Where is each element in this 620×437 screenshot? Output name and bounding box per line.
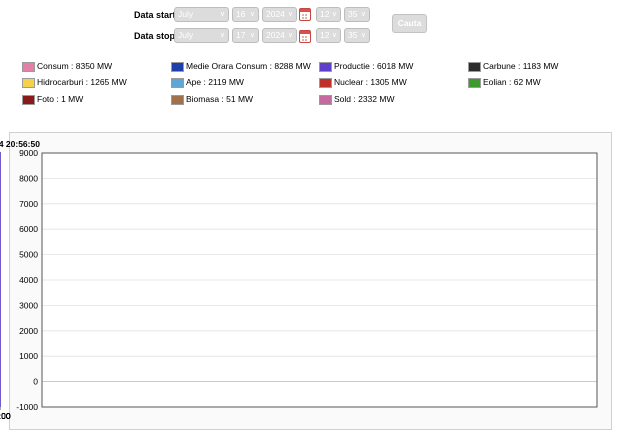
start-day-select[interactable]: 16 ∨ [232, 7, 259, 22]
legend-swatch [468, 78, 481, 88]
x-tick-label: 02:00 [0, 411, 11, 421]
stop-month-select[interactable]: July ∨ [174, 28, 229, 43]
legend-swatch [171, 95, 184, 105]
legend-swatch [171, 78, 184, 88]
start-minute-value: 35 [348, 9, 358, 19]
stop-month-value: July [178, 30, 194, 40]
chevron-down-icon: ∨ [287, 32, 293, 39]
x-tick-label: 14:00 [0, 411, 11, 421]
legend-label: Nuclear : 1305 MW [334, 77, 407, 87]
y-tick-label: 7000 [19, 199, 38, 209]
y-tick-label: 1000 [19, 351, 38, 361]
plot-border [41, 152, 598, 408]
start-month-value: July [178, 9, 194, 19]
y-tick-label: 2000 [19, 326, 38, 336]
stop-hour-select[interactable]: 12 ∨ [316, 28, 341, 43]
x-tick-label: 04:00 [0, 411, 11, 421]
x-tick-label: 10:00 [0, 411, 11, 421]
chevron-down-icon: ∨ [331, 11, 337, 18]
stop-year-select[interactable]: 2024 ∨ [262, 28, 297, 43]
stop-day-select[interactable]: 17 ∨ [232, 28, 259, 43]
x-tick-label: 18:00 [0, 411, 11, 421]
legend-swatch [22, 95, 35, 105]
stop-calendar-icon[interactable] [299, 30, 311, 43]
x-tick-label: 08:00 [0, 411, 11, 421]
chevron-down-icon: ∨ [249, 11, 255, 18]
chevron-down-icon: ∨ [219, 32, 225, 39]
start-month-select[interactable]: July ∨ [174, 7, 229, 22]
chevron-down-icon: ∨ [219, 11, 225, 18]
stop-minute-select[interactable]: 35 ∨ [344, 28, 370, 43]
legend-label: Biomasa : 51 MW [186, 94, 254, 104]
y-tick-label: 4000 [19, 275, 38, 285]
start-year-select[interactable]: 2024 ∨ [262, 7, 297, 22]
start-minute-select[interactable]: 35 ∨ [344, 7, 370, 22]
start-year-value: 2024 [266, 9, 285, 19]
legend-swatch [319, 95, 332, 105]
x-tick-label: 16:00 [0, 411, 11, 421]
y-tick-label: 6000 [19, 224, 38, 234]
stop-day-value: 17 [236, 30, 246, 40]
x-tick-label: 20:00 [0, 411, 11, 421]
x-tick-label: 22:00 [0, 411, 11, 421]
legend-label: Hidrocarburi : 1265 MW [37, 77, 127, 87]
search-button[interactable]: Cauta [392, 14, 427, 33]
start-hour-value: 12 [320, 9, 330, 19]
legend-swatch [319, 62, 332, 72]
legend-label: Medie Orara Consum : 8288 MW [186, 61, 311, 71]
stop-year-value: 2024 [266, 30, 285, 40]
y-tick-label: 3000 [19, 300, 38, 310]
legend-label: Foto : 1 MW [37, 94, 84, 104]
y-tick-label: -1000 [16, 402, 38, 412]
chevron-down-icon: ∨ [249, 32, 255, 39]
legend-label: Sold : 2332 MW [334, 94, 395, 104]
start-date-label: Data start [134, 10, 176, 20]
legend-label: Consum : 8350 MW [37, 61, 113, 71]
legend-label: Eolian : 62 MW [483, 77, 541, 87]
x-tick-label: 06:00 [0, 411, 11, 421]
chevron-down-icon: ∨ [360, 32, 366, 39]
x-tick-label: 00:00 [0, 411, 11, 421]
legend-label: Productie : 6018 MW [334, 61, 414, 71]
legend-swatch [22, 62, 35, 72]
legend-swatch [319, 78, 332, 88]
legend-label: Carbune : 1183 MW [483, 61, 559, 71]
stop-hour-value: 12 [320, 30, 330, 40]
chevron-down-icon: ∨ [360, 11, 366, 18]
start-day-value: 16 [236, 9, 246, 19]
y-tick-label: 5000 [19, 250, 38, 260]
y-tick-label: 8000 [19, 173, 38, 183]
legend-swatch [468, 62, 481, 72]
legend-label: Ape : 2119 MW [186, 77, 244, 87]
y-tick-label: 0 [33, 377, 38, 387]
stop-date-label: Data stop [134, 31, 176, 41]
chevron-down-icon: ∨ [331, 32, 337, 39]
x-tick-label: 12:00 [0, 411, 11, 421]
legend-swatch [22, 78, 35, 88]
cursor-timestamp: 16-07-2024 20:56:50 [0, 139, 40, 149]
chevron-down-icon: ∨ [287, 11, 293, 18]
stop-minute-value: 35 [348, 30, 358, 40]
start-hour-select[interactable]: 12 ∨ [316, 7, 341, 22]
legend-swatch [171, 62, 184, 72]
start-calendar-icon[interactable] [299, 8, 311, 21]
y-tick-label: 9000 [19, 148, 38, 158]
